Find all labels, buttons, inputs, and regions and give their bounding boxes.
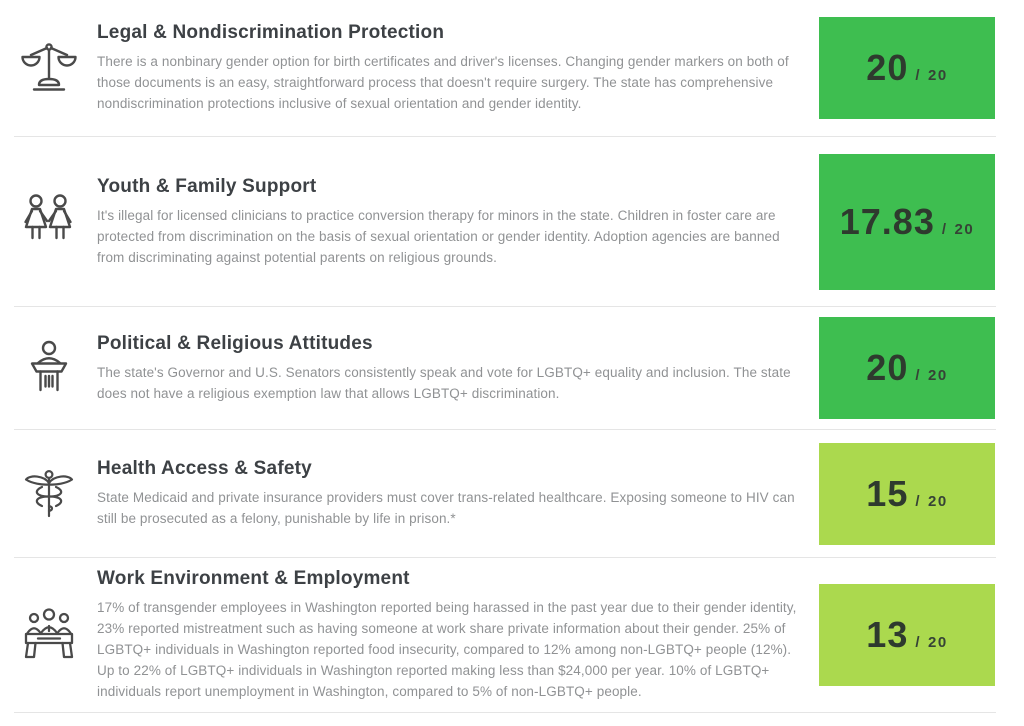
score-value: 13 — [866, 614, 909, 656]
meeting-people-icon — [0, 605, 97, 665]
category-title: Legal & Nondiscrimination Protection — [97, 22, 445, 43]
score-slash: / — [915, 492, 922, 510]
category-title: Work Environment & Employment — [97, 568, 410, 589]
score-value: 20 — [866, 347, 909, 389]
section-divider — [14, 429, 996, 430]
score-max: 20 — [928, 367, 948, 385]
score-slash: / — [941, 220, 948, 238]
category-title: Youth & Family Support — [97, 175, 317, 197]
section-divider — [14, 136, 996, 137]
category-title: Health Access & Safety — [97, 458, 312, 479]
score-slash: / — [915, 67, 922, 85]
score-box: 20 / 20 — [819, 17, 995, 119]
section-divider — [14, 306, 996, 307]
section-political-religious: Political & Religious Attitudes The stat… — [0, 307, 1024, 429]
category-description: The state's Governor and U.S. Senators c… — [97, 364, 791, 401]
score-max: 20 — [954, 220, 975, 238]
scales-of-justice-icon — [0, 38, 97, 98]
score-box: 17.83 / 20 — [819, 153, 995, 290]
score-max: 20 — [928, 634, 948, 652]
score-slash: / — [915, 367, 922, 385]
category-title: Political & Religious Attitudes — [97, 332, 373, 354]
category-text: Political & Religious Attitudes The stat… — [97, 333, 819, 404]
score-value: 20 — [866, 47, 909, 89]
category-description: It's illegal for licensed clinicians to … — [97, 207, 780, 265]
score-slash: / — [915, 634, 922, 652]
section-health-access: Health Access & Safety State Medicaid an… — [0, 430, 1024, 557]
two-women-icon — [0, 192, 97, 252]
score-max: 20 — [928, 492, 948, 510]
category-text: Health Access & Safety State Medicaid an… — [97, 458, 819, 529]
category-text: Work Environment & Employment 17% of tra… — [97, 568, 819, 702]
section-divider — [14, 712, 996, 713]
section-divider — [14, 557, 996, 558]
category-text: Youth & Family Support It's illegal for … — [97, 176, 819, 268]
score-value: 17.83 — [839, 200, 935, 242]
score-value: 15 — [866, 472, 909, 514]
score-box: 20 / 20 — [819, 317, 995, 419]
section-youth-family: Youth & Family Support It's illegal for … — [0, 137, 1024, 306]
category-text: Legal & Nondiscrimination Protection The… — [97, 22, 819, 114]
score-box: 15 / 20 — [819, 442, 995, 545]
caduceus-icon — [0, 464, 97, 524]
section-work-employment: Work Environment & Employment 17% of tra… — [0, 558, 1024, 712]
category-description: State Medicaid and private insurance pro… — [97, 490, 795, 526]
score-box: 13 / 20 — [819, 584, 995, 686]
podium-speaker-icon — [0, 338, 97, 398]
score-max: 20 — [928, 67, 948, 85]
category-description: There is a nonbinary gender option for b… — [97, 54, 789, 111]
section-legal-nondiscrimination: Legal & Nondiscrimination Protection The… — [0, 0, 1024, 136]
category-description: 17% of transgender employees in Washingt… — [97, 600, 797, 699]
